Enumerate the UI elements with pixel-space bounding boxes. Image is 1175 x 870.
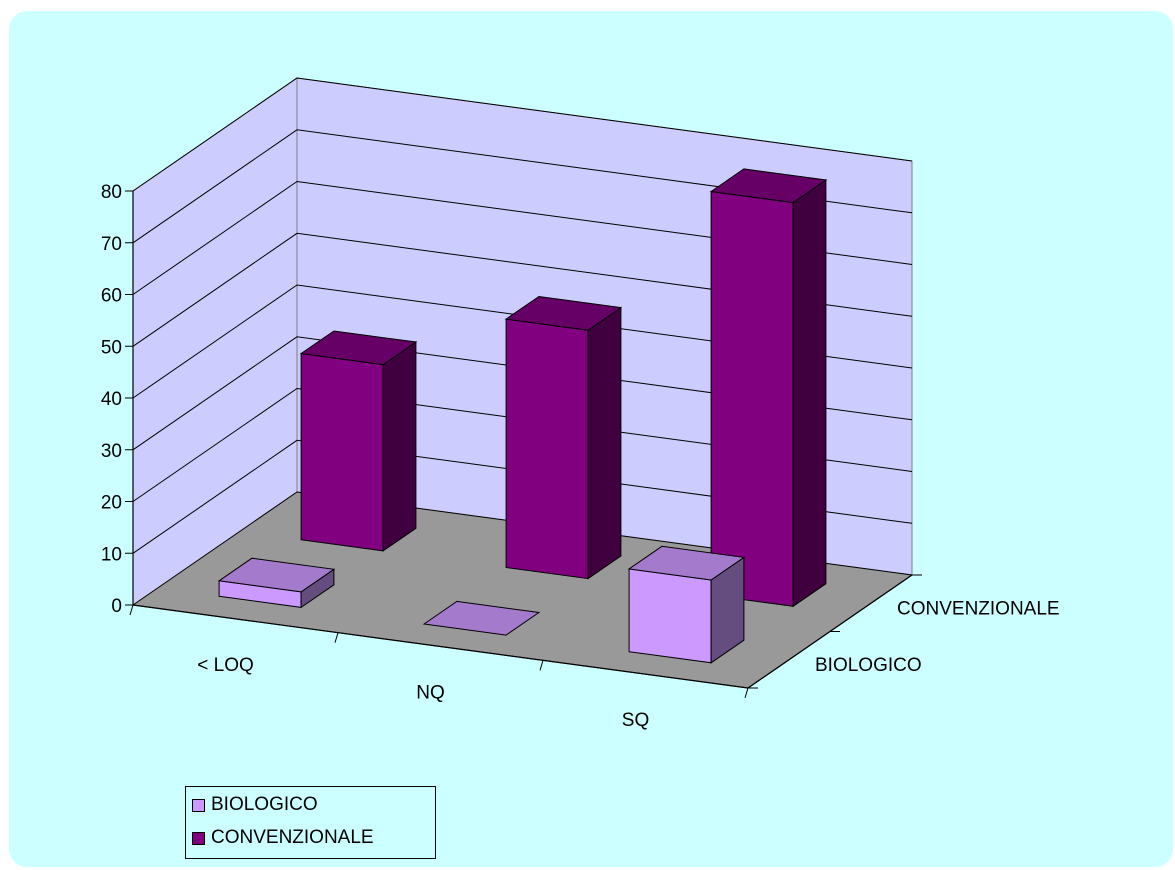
gridline [132, 439, 913, 554]
legend-swatch-convenzionale [192, 831, 205, 845]
x-axis-line [132, 604, 749, 689]
bar-side-face [587, 306, 622, 580]
x-tick-mark [129, 604, 134, 616]
y-tick-label: 0 [111, 596, 122, 617]
y-tick-label: 60 [101, 286, 122, 307]
bar-biologico-2 [627, 545, 746, 664]
gridline [132, 336, 913, 451]
bar-top-face [217, 557, 336, 593]
x-tick-mark [334, 632, 339, 643]
gridline [132, 180, 913, 295]
x-category-label: NQ [416, 683, 445, 704]
bar-front-face [710, 190, 794, 607]
y-tick-label: 40 [101, 389, 122, 410]
bar-front-face [300, 352, 384, 552]
x-category-label: SQ [622, 710, 649, 731]
gridline [132, 129, 913, 244]
bar-convenzionale-1 [504, 295, 623, 580]
bar-top-face [422, 600, 541, 636]
gridline [132, 387, 913, 502]
legend: BIOLOGICO CONVENZIONALE [185, 786, 436, 859]
x-category-label: < LOQ [197, 655, 254, 676]
y-tick-label: 70 [101, 234, 122, 255]
bar-convenzionale-2 [709, 168, 828, 608]
y-tick-label: 10 [101, 544, 122, 565]
legend-swatch-biologico [192, 798, 205, 812]
depth-label: CONVENZIONALE [897, 598, 1060, 619]
y-tick-label: 80 [101, 182, 122, 203]
bar-biologico-1 [422, 600, 541, 636]
y-tick-label: 20 [101, 493, 122, 514]
gridline [132, 284, 913, 399]
bar-top-face [627, 545, 746, 581]
y-tick-label: 50 [101, 337, 122, 358]
y-tick-label: 30 [101, 441, 122, 462]
bar-side-face [382, 341, 417, 552]
bar-convenzionale-0 [299, 330, 418, 552]
bar-biologico-0 [217, 557, 336, 609]
bar-top-face [709, 168, 828, 204]
legend-item-convenzionale: CONVENZIONALE [192, 823, 374, 853]
bar-front-face [505, 318, 589, 580]
legend-label-biologico: BIOLOGICO [211, 794, 318, 815]
legend-item-biologico: BIOLOGICO [192, 790, 318, 820]
gridline [132, 232, 913, 347]
x-tick-mark [744, 687, 749, 699]
bar-side-face [792, 179, 827, 608]
bar-top-face [504, 295, 623, 331]
bar-front-face [628, 568, 712, 664]
gridline [132, 77, 913, 192]
bar-top-face [299, 330, 418, 366]
x-tick-mark [539, 660, 544, 671]
legend-label-convenzionale: CONVENZIONALE [211, 827, 374, 848]
depth-label: BIOLOGICO [815, 655, 922, 676]
